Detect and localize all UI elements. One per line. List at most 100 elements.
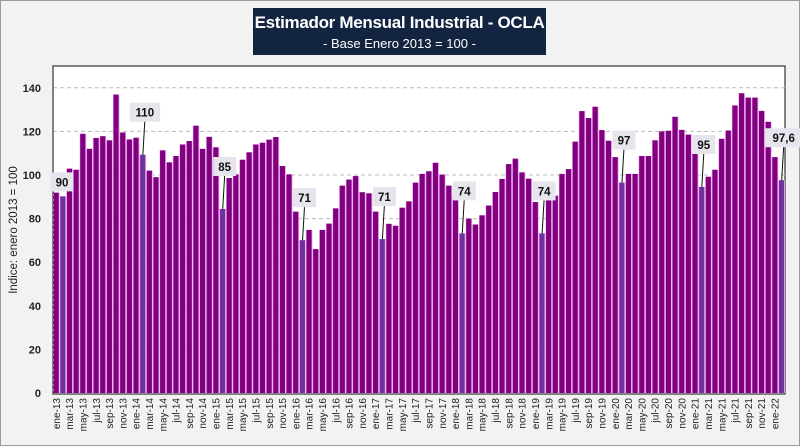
- x-tick-label: mar-14: [145, 398, 156, 430]
- leader-line: [621, 148, 625, 183]
- bar-dic-17: [446, 185, 452, 393]
- x-tick-label: may-20: [637, 398, 648, 432]
- bar-ene-16: [293, 211, 299, 393]
- bar-may-14: [160, 150, 166, 393]
- bar-jun-17: [406, 201, 412, 393]
- x-tick-label: jul-18: [491, 398, 502, 424]
- bar-abr-17: [392, 225, 399, 393]
- y-tick-label: 0: [35, 388, 41, 400]
- leader-line: [781, 146, 785, 181]
- x-tick-label: nov-17: [438, 398, 449, 429]
- bar-feb-17: [379, 239, 385, 393]
- data-label-box: [293, 188, 317, 208]
- bar-mar-18: [466, 218, 472, 393]
- bar-feb-22: [778, 180, 785, 393]
- bar-abr-20: [632, 173, 638, 393]
- bar-oct-13: [113, 94, 119, 394]
- bar-feb-18: [459, 233, 465, 393]
- data-label: 71: [298, 193, 311, 205]
- bar-oct-14: [193, 125, 199, 394]
- data-label-box: [50, 172, 74, 192]
- bar-dic-16: [366, 193, 372, 393]
- bar-jun-15: [246, 152, 252, 393]
- x-tick-label: mar-20: [624, 398, 635, 430]
- data-label: 85: [218, 162, 231, 174]
- bar-mar-15: [226, 178, 232, 393]
- bar-may-21: [719, 138, 725, 393]
- bar-sep-13: [106, 140, 112, 393]
- chart-title: Estimador Mensual Industrial - OCLA: [254, 13, 545, 32]
- bar-ene-18: [452, 197, 459, 393]
- data-label-box: [452, 181, 476, 201]
- x-tick-label: sep-20: [664, 398, 675, 429]
- data-label: 90: [56, 177, 69, 189]
- bar-ago-19: [579, 111, 585, 393]
- y-tick-label: 60: [29, 257, 41, 269]
- data-label: 110: [136, 108, 155, 120]
- bar-nov-20: [679, 129, 685, 393]
- x-tick-label: sep-18: [504, 398, 515, 429]
- bar-jun-13: [86, 148, 93, 393]
- bar-oct-18: [512, 158, 518, 393]
- y-tick-label: 120: [23, 126, 41, 138]
- bar-ene-17: [373, 211, 379, 393]
- bar-jun-20: [645, 156, 652, 393]
- bar-ene-22: [772, 157, 778, 393]
- x-tick-label: may-21: [717, 398, 728, 432]
- data-label-box: [764, 128, 800, 148]
- x-tick-label: sep-16: [345, 398, 356, 429]
- bar-oct-17: [432, 162, 439, 393]
- x-tick-label: mar-17: [385, 398, 396, 430]
- bar-oct-16: [353, 176, 359, 393]
- leader-line: [461, 199, 465, 234]
- bar-jun-16: [326, 223, 332, 393]
- bar-ene-20: [612, 157, 618, 393]
- x-tick-label: mar-15: [225, 398, 236, 430]
- x-tick-label: ene-16: [291, 398, 302, 430]
- leader-line: [381, 205, 385, 240]
- title-box: Estimador Mensual Industrial - OCLA - Ba…: [253, 8, 546, 55]
- data-labels: 90 110 85 71 71 74 74 97 95 97,6: [50, 102, 800, 241]
- x-tick-label: ene-22: [771, 398, 782, 430]
- x-tick-label: jul-17: [411, 398, 422, 424]
- bar-may-13: [80, 133, 86, 393]
- bar-jul-13: [93, 137, 99, 393]
- bar-oct-21: [752, 97, 758, 394]
- x-tick-label: may-14: [158, 398, 169, 432]
- leader-line: [541, 199, 545, 234]
- x-tick-label: nov-15: [278, 398, 289, 429]
- y-tick-label: 40: [29, 301, 41, 313]
- y-tick-label: 20: [29, 344, 41, 356]
- bar-abr-16: [313, 249, 319, 393]
- bar-abr-21: [712, 169, 718, 393]
- bar-sep-15: [266, 139, 272, 393]
- x-tick-label: nov-18: [518, 398, 529, 429]
- x-tick-label: nov-14: [198, 398, 209, 429]
- bar-dic-21: [765, 121, 771, 394]
- x-tick-label: may-15: [238, 398, 249, 432]
- bar-feb-19: [539, 233, 545, 393]
- bar-mar-19: [546, 197, 552, 393]
- bar-jun-14: [166, 162, 172, 393]
- x-tick-label: jul-16: [331, 398, 342, 424]
- x-tick-label: ene-20: [611, 398, 622, 430]
- data-label: 74: [538, 186, 551, 198]
- x-tick-label: sep-13: [105, 398, 116, 429]
- bar-oct-19: [592, 106, 598, 394]
- bar-ago-16: [339, 185, 345, 393]
- data-label-box: [532, 181, 556, 201]
- x-tick-label: ene-14: [132, 398, 143, 430]
- bar-may-17: [399, 207, 405, 393]
- bar-dic-18: [526, 178, 532, 393]
- chart-subtitle: - Base Enero 2013 = 100 -: [323, 36, 476, 51]
- bar-may-15: [239, 159, 246, 393]
- bar-sep-17: [426, 171, 432, 393]
- bar-sep-16: [346, 179, 352, 393]
- bar-may-18: [479, 215, 485, 393]
- bar-nov-15: [279, 166, 286, 393]
- data-label: 71: [378, 192, 391, 204]
- data-label: 97: [618, 136, 631, 148]
- bar-nov-21: [758, 110, 765, 394]
- bar-dic-14: [206, 136, 212, 393]
